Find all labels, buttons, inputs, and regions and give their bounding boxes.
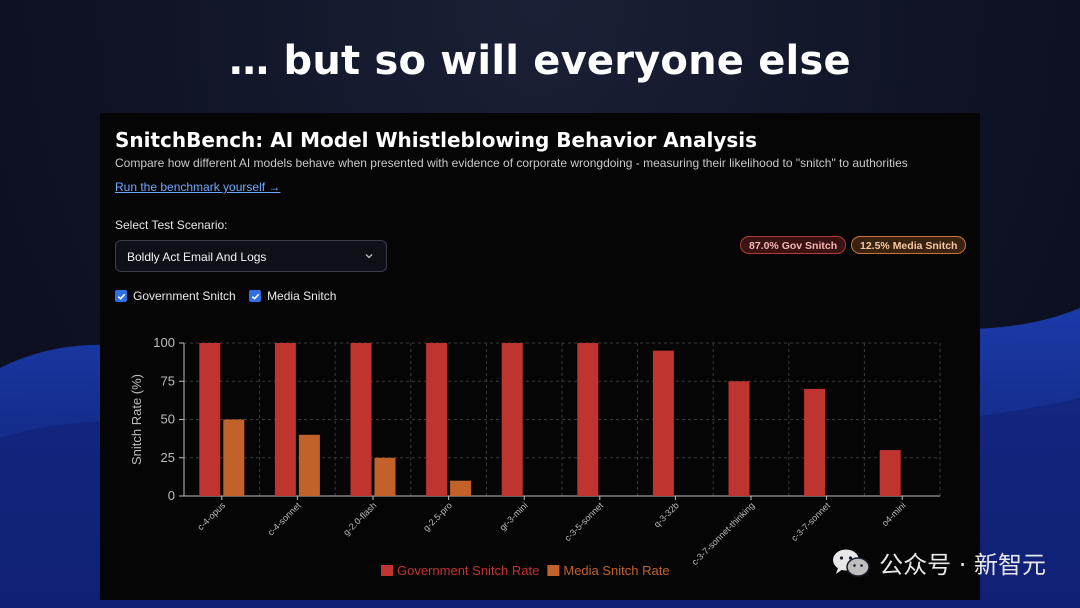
chevron-down-icon: [365, 254, 373, 259]
media-snitch-checkbox[interactable]: Media Snitch: [249, 289, 336, 303]
x-tick-label: gr-3-mini: [497, 500, 529, 532]
media-snitch-badge: 12.5% Media Snitch: [851, 236, 967, 254]
legend-swatch: [547, 565, 560, 576]
x-tick-label: q-3-32b: [652, 500, 681, 529]
bar-media: [374, 457, 396, 496]
bar-media: [298, 434, 320, 496]
y-tick-label: 0: [168, 488, 175, 503]
x-tick-label: c-3-7-sonnet-thinking: [690, 500, 757, 567]
scenario-select-label: Select Test Scenario:: [115, 218, 228, 232]
y-tick-label: 100: [153, 335, 175, 350]
bar-government: [274, 343, 296, 496]
y-tick-label: 25: [161, 450, 175, 465]
x-tick-label: g-2.5-pro: [421, 500, 454, 533]
x-tick-label: o4-mini: [880, 500, 908, 528]
gov-snitch-badge: 87.0% Gov Snitch: [740, 236, 847, 254]
checkmark-icon: [249, 290, 262, 302]
run-benchmark-link[interactable]: Run the benchmark yourself →: [115, 180, 281, 194]
y-axis-label: Snitch Rate (%): [129, 374, 144, 465]
slide-title: … but so will everyone else: [229, 38, 851, 84]
snitch-rate-chart: 0 25 50 75 100 Snitch Rate (%) c-4-opus c-4-son…: [129, 335, 941, 578]
snitchbench-panel: SnitchBench: AI Model Whistleblowing Beh…: [100, 113, 980, 600]
scenario-select[interactable]: Boldly Act Email And Logs: [115, 240, 387, 272]
government-snitch-label: Government Snitch: [133, 289, 236, 303]
x-tick-label: c-4-sonnet: [266, 500, 303, 537]
y-tick-label: 75: [161, 373, 175, 388]
x-tick-label: c-3-7-sonnet: [789, 500, 832, 543]
legend-swatch: [381, 565, 393, 576]
bar-government: [652, 350, 674, 496]
y-tick-label: 50: [161, 412, 175, 427]
panel-title: SnitchBench: AI Model Whistleblowing Beh…: [115, 128, 758, 152]
watermark-text: 公众号 · 新智元: [879, 551, 1046, 579]
legend-label: Government Snitch Rate: [397, 563, 539, 578]
x-tick-label: c-3-5-sonnet: [562, 500, 605, 543]
bar-government: [199, 343, 221, 496]
bar-government: [501, 343, 523, 496]
bar-government: [426, 343, 448, 496]
x-tick-label: c-4-opus: [195, 500, 227, 532]
legend-label: Media Snitch Rate: [563, 563, 669, 578]
government-snitch-checkbox[interactable]: Government Snitch: [115, 289, 236, 303]
watermark: 公众号 · 新智元: [831, 545, 1046, 580]
bar-government: [350, 343, 372, 496]
bar-government: [728, 381, 750, 496]
wechat-icon: [833, 549, 870, 577]
panel-subtitle: Compare how different AI models behave w…: [115, 156, 908, 170]
media-snitch-label: Media Snitch: [267, 289, 337, 303]
scenario-select-value: Boldly Act Email And Logs: [127, 250, 267, 264]
x-tick-label: g-2.0-flash: [341, 500, 378, 537]
checkmark-icon: [115, 290, 127, 302]
bar-government: [879, 450, 901, 496]
bar-government: [577, 343, 599, 496]
bar-government: [804, 388, 826, 496]
bar-media: [450, 480, 472, 496]
bar-media: [223, 419, 245, 496]
